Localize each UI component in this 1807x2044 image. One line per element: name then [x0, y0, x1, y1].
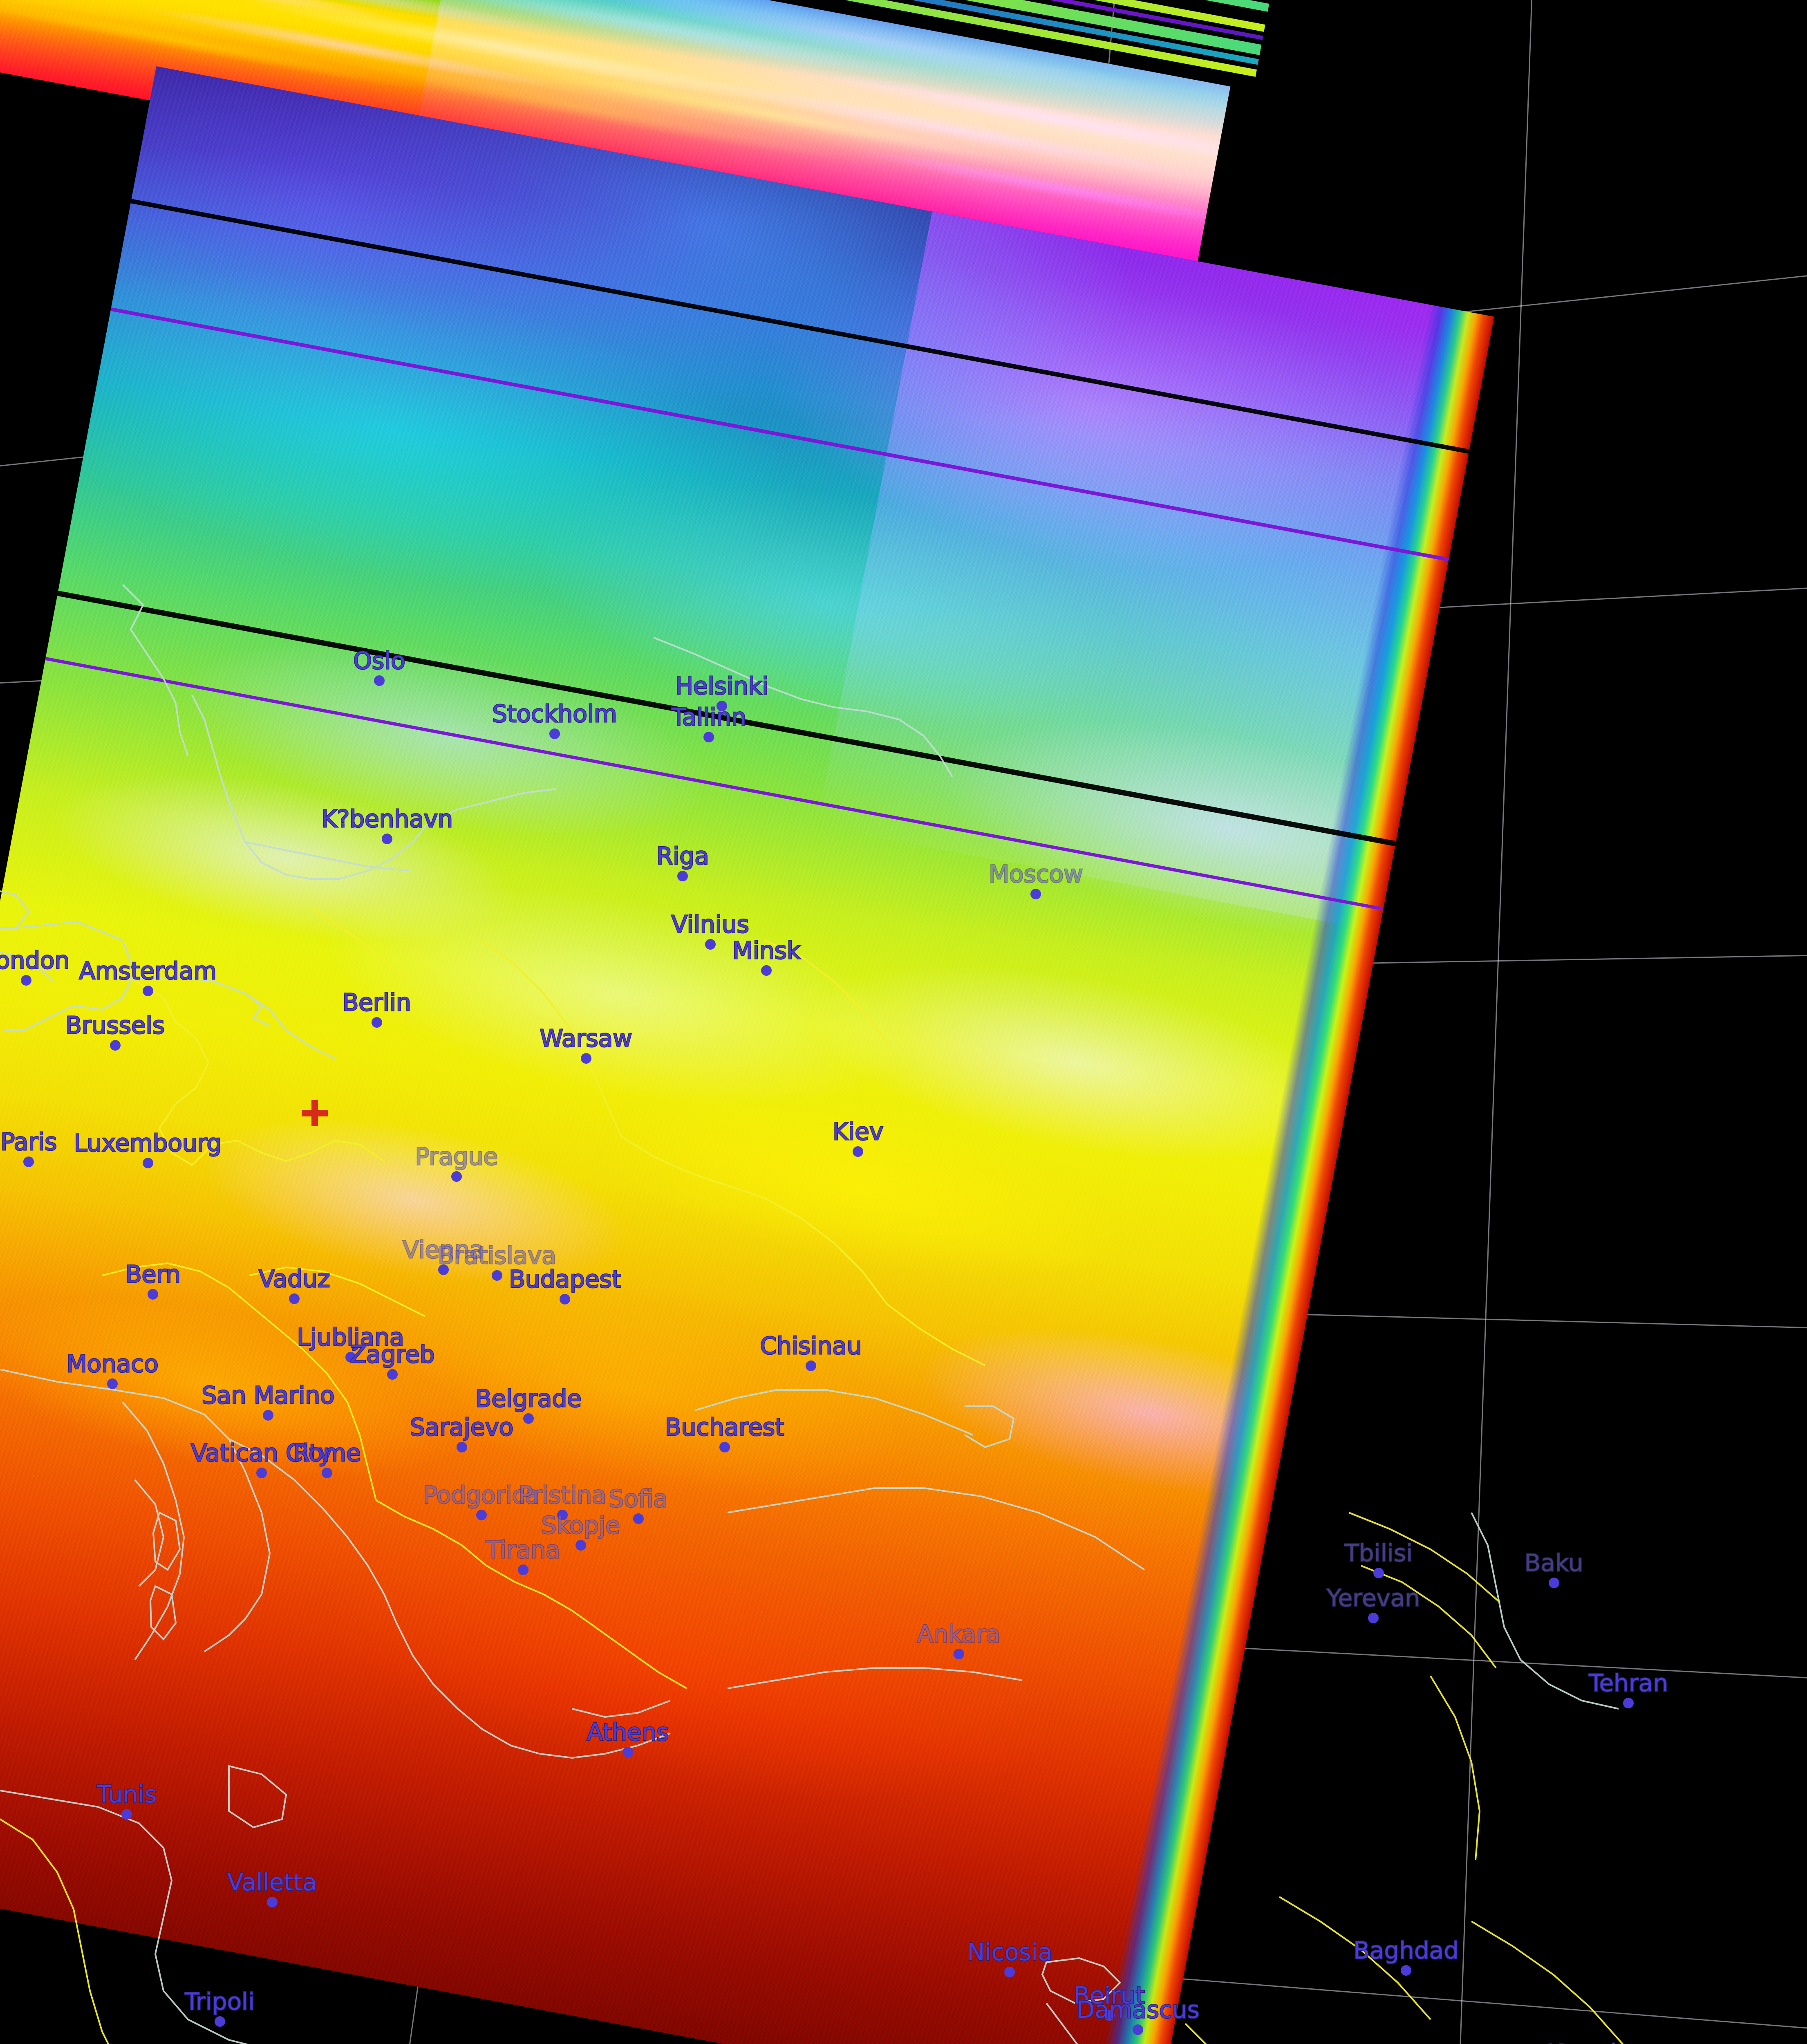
city-label: Tunis: [97, 1782, 157, 1806]
ground-station-marker: [302, 1100, 328, 1126]
city-label: Pristina: [518, 1483, 606, 1507]
city-dot: [107, 1378, 118, 1389]
city-label: Bucharest: [665, 1415, 784, 1439]
city-label: London: [0, 948, 69, 972]
city-label: Kiev: [833, 1120, 883, 1143]
city-dot: [143, 986, 153, 996]
city-dot: [954, 1649, 964, 1659]
city-label: Budapest: [509, 1267, 621, 1291]
city-label: Monaco: [67, 1352, 159, 1376]
city-label: Rome: [293, 1441, 361, 1465]
city-label: K?benhavn: [321, 807, 452, 831]
city-dot: [677, 871, 688, 881]
city-label: Zagreb: [350, 1342, 434, 1366]
coastline-and-border-vectors: [0, 0, 1807, 2044]
city-dot: [1401, 1965, 1411, 1976]
city-dot: [451, 1171, 462, 1182]
city-label: Minsk: [732, 939, 801, 962]
satellite-pass-image: London Amsterdam Brussels Paris Luxembourg Be…: [0, 0, 1807, 2044]
city-label: Vilnius: [671, 912, 749, 936]
city-dot: [267, 1897, 278, 1907]
city-dot: [853, 1146, 863, 1157]
city-dot: [1004, 1967, 1015, 1977]
city-dot: [1133, 2024, 1143, 2035]
city-dot: [121, 1809, 132, 1820]
city-label: Riga: [656, 844, 709, 868]
city-dot: [215, 2016, 225, 2027]
city-dot: [581, 1053, 591, 1064]
city-label: Baghdad: [1353, 1939, 1459, 1962]
city-label: Baku: [1525, 1551, 1583, 1575]
city-label: Stockholm: [492, 702, 617, 726]
city-dot: [560, 1294, 570, 1304]
city-dot: [1623, 1698, 1634, 1708]
city-label: Warsaw: [540, 1026, 632, 1050]
city-dot: [806, 1360, 816, 1371]
city-label: Tehran: [1589, 1671, 1668, 1695]
city-dot: [518, 1564, 528, 1575]
city-dot: [1549, 1578, 1559, 1588]
city-dot: [23, 1156, 34, 1167]
city-dot: [523, 1413, 534, 1424]
city-label: Tripoli: [185, 1990, 255, 2013]
city-dot: [492, 1270, 502, 1281]
city-dot: [549, 728, 560, 739]
city-dot: [633, 1513, 644, 1524]
city-dot: [705, 939, 716, 950]
city-dot: [110, 1040, 121, 1051]
city-dot: [1030, 889, 1041, 899]
city-label: Paris: [0, 1130, 57, 1154]
city-label: Valletta: [227, 1870, 317, 1894]
city-label: Athens: [587, 1720, 669, 1744]
city-label: Bratislava: [438, 1244, 556, 1267]
city-dot: [289, 1293, 300, 1304]
city-dot: [263, 1410, 273, 1421]
city-label: Yerevan: [1327, 1586, 1420, 1610]
city-label: Tbilisi: [1344, 1541, 1413, 1565]
city-dot: [387, 1369, 398, 1380]
city-label: Moscow: [989, 862, 1083, 886]
city-dot: [476, 1510, 487, 1520]
city-dot: [1368, 1613, 1379, 1623]
city-dot: [143, 1158, 153, 1168]
city-dot: [256, 1468, 267, 1478]
city-label: Tirana: [486, 1538, 560, 1562]
city-dot: [148, 1289, 158, 1300]
city-dot: [1373, 1568, 1384, 1578]
city-dot: [457, 1442, 467, 1452]
city-label: Prague: [415, 1145, 498, 1168]
city-dot: [622, 1747, 633, 1757]
map-canvas: London Amsterdam Brussels Paris Luxembourg Be…: [0, 0, 1807, 2044]
city-label: Vaduz: [259, 1267, 330, 1291]
city-dot: [322, 1468, 332, 1478]
city-label: Oslo: [353, 649, 405, 672]
city-dot: [575, 1540, 586, 1551]
city-label: Belgrade: [475, 1387, 582, 1410]
city-label: Sarajevo: [410, 1415, 513, 1439]
city-dot: [719, 1442, 730, 1452]
city-label: Kuwait: [1547, 2041, 1626, 2044]
city-label: San Marino: [202, 1383, 334, 1407]
city-label: Nicosia: [967, 1940, 1052, 1964]
city-dot: [372, 1017, 382, 1028]
city-label: Amsterdam: [79, 959, 217, 983]
city-label: Bern: [125, 1262, 181, 1286]
city-label: Brussels: [65, 1013, 165, 1037]
city-dot: [374, 675, 385, 686]
city-dot: [761, 965, 772, 976]
city-dot: [382, 834, 392, 844]
city-label: Berlin: [342, 991, 411, 1014]
city-label: Damascus: [1076, 1998, 1199, 2022]
city-label: Helsinki: [675, 674, 768, 698]
city-label: Chisinau: [760, 1334, 862, 1358]
city-label: Luxembourg: [74, 1131, 222, 1155]
city-label: Tallinn: [672, 705, 746, 729]
city-label: Skopje: [542, 1513, 620, 1537]
city-label: Sofia: [609, 1487, 667, 1511]
city-dot: [703, 732, 714, 742]
city-dot: [21, 975, 31, 986]
city-label: Ankara: [917, 1622, 1001, 1646]
